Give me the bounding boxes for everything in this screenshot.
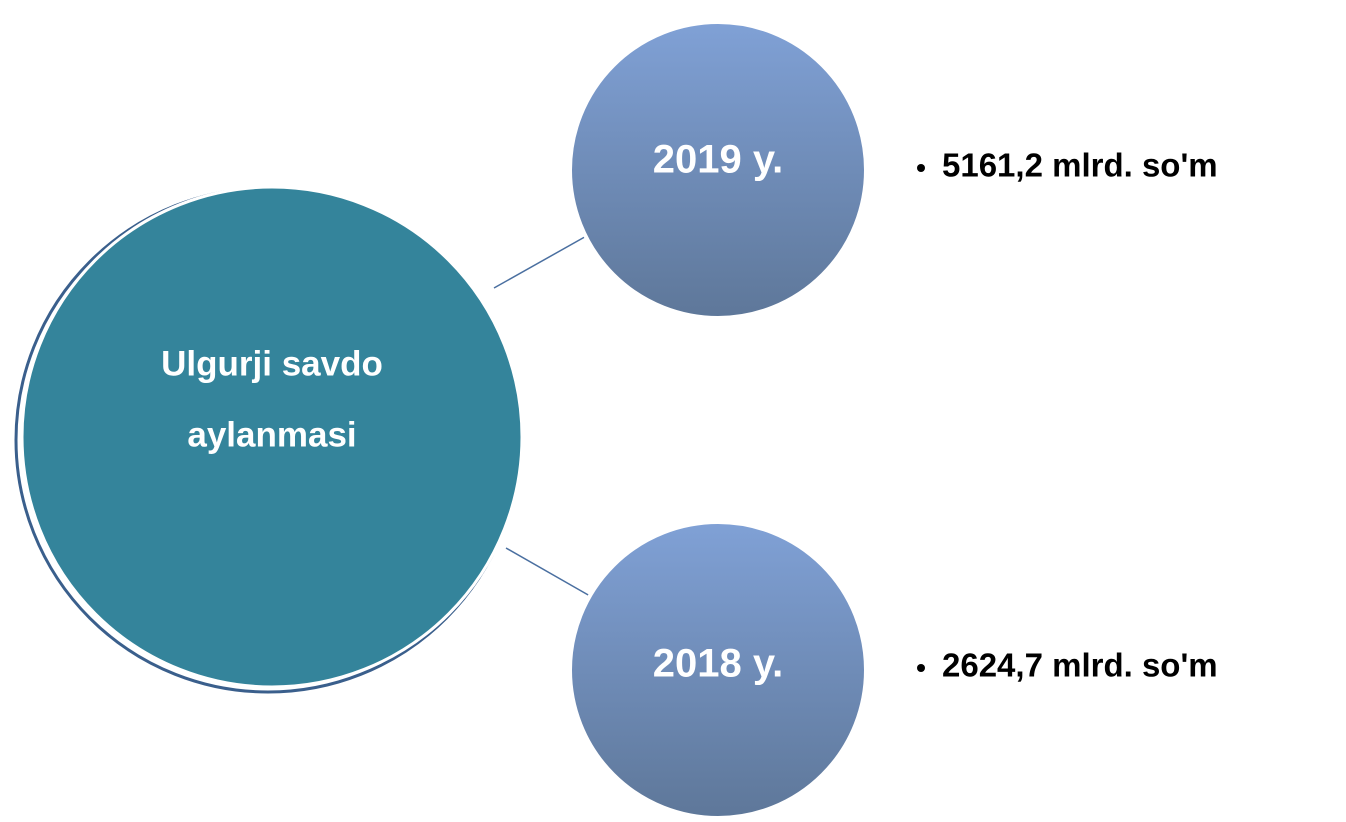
value-text: 5161,2 mlrd. so'm — [942, 147, 1218, 184]
bullet — [917, 164, 925, 172]
connector — [493, 233, 591, 289]
year-node — [568, 520, 868, 820]
center-node — [20, 185, 524, 689]
center-label: aylanmasi — [187, 415, 356, 454]
year-node — [568, 20, 868, 320]
bullet — [917, 664, 925, 672]
year-label: 2019 y. — [653, 138, 784, 182]
value-text: 2624,7 mlrd. so'm — [942, 647, 1218, 684]
center-label: Ulgurji savdo — [161, 344, 383, 383]
year-label: 2018 y. — [653, 642, 784, 686]
connector — [505, 547, 591, 597]
